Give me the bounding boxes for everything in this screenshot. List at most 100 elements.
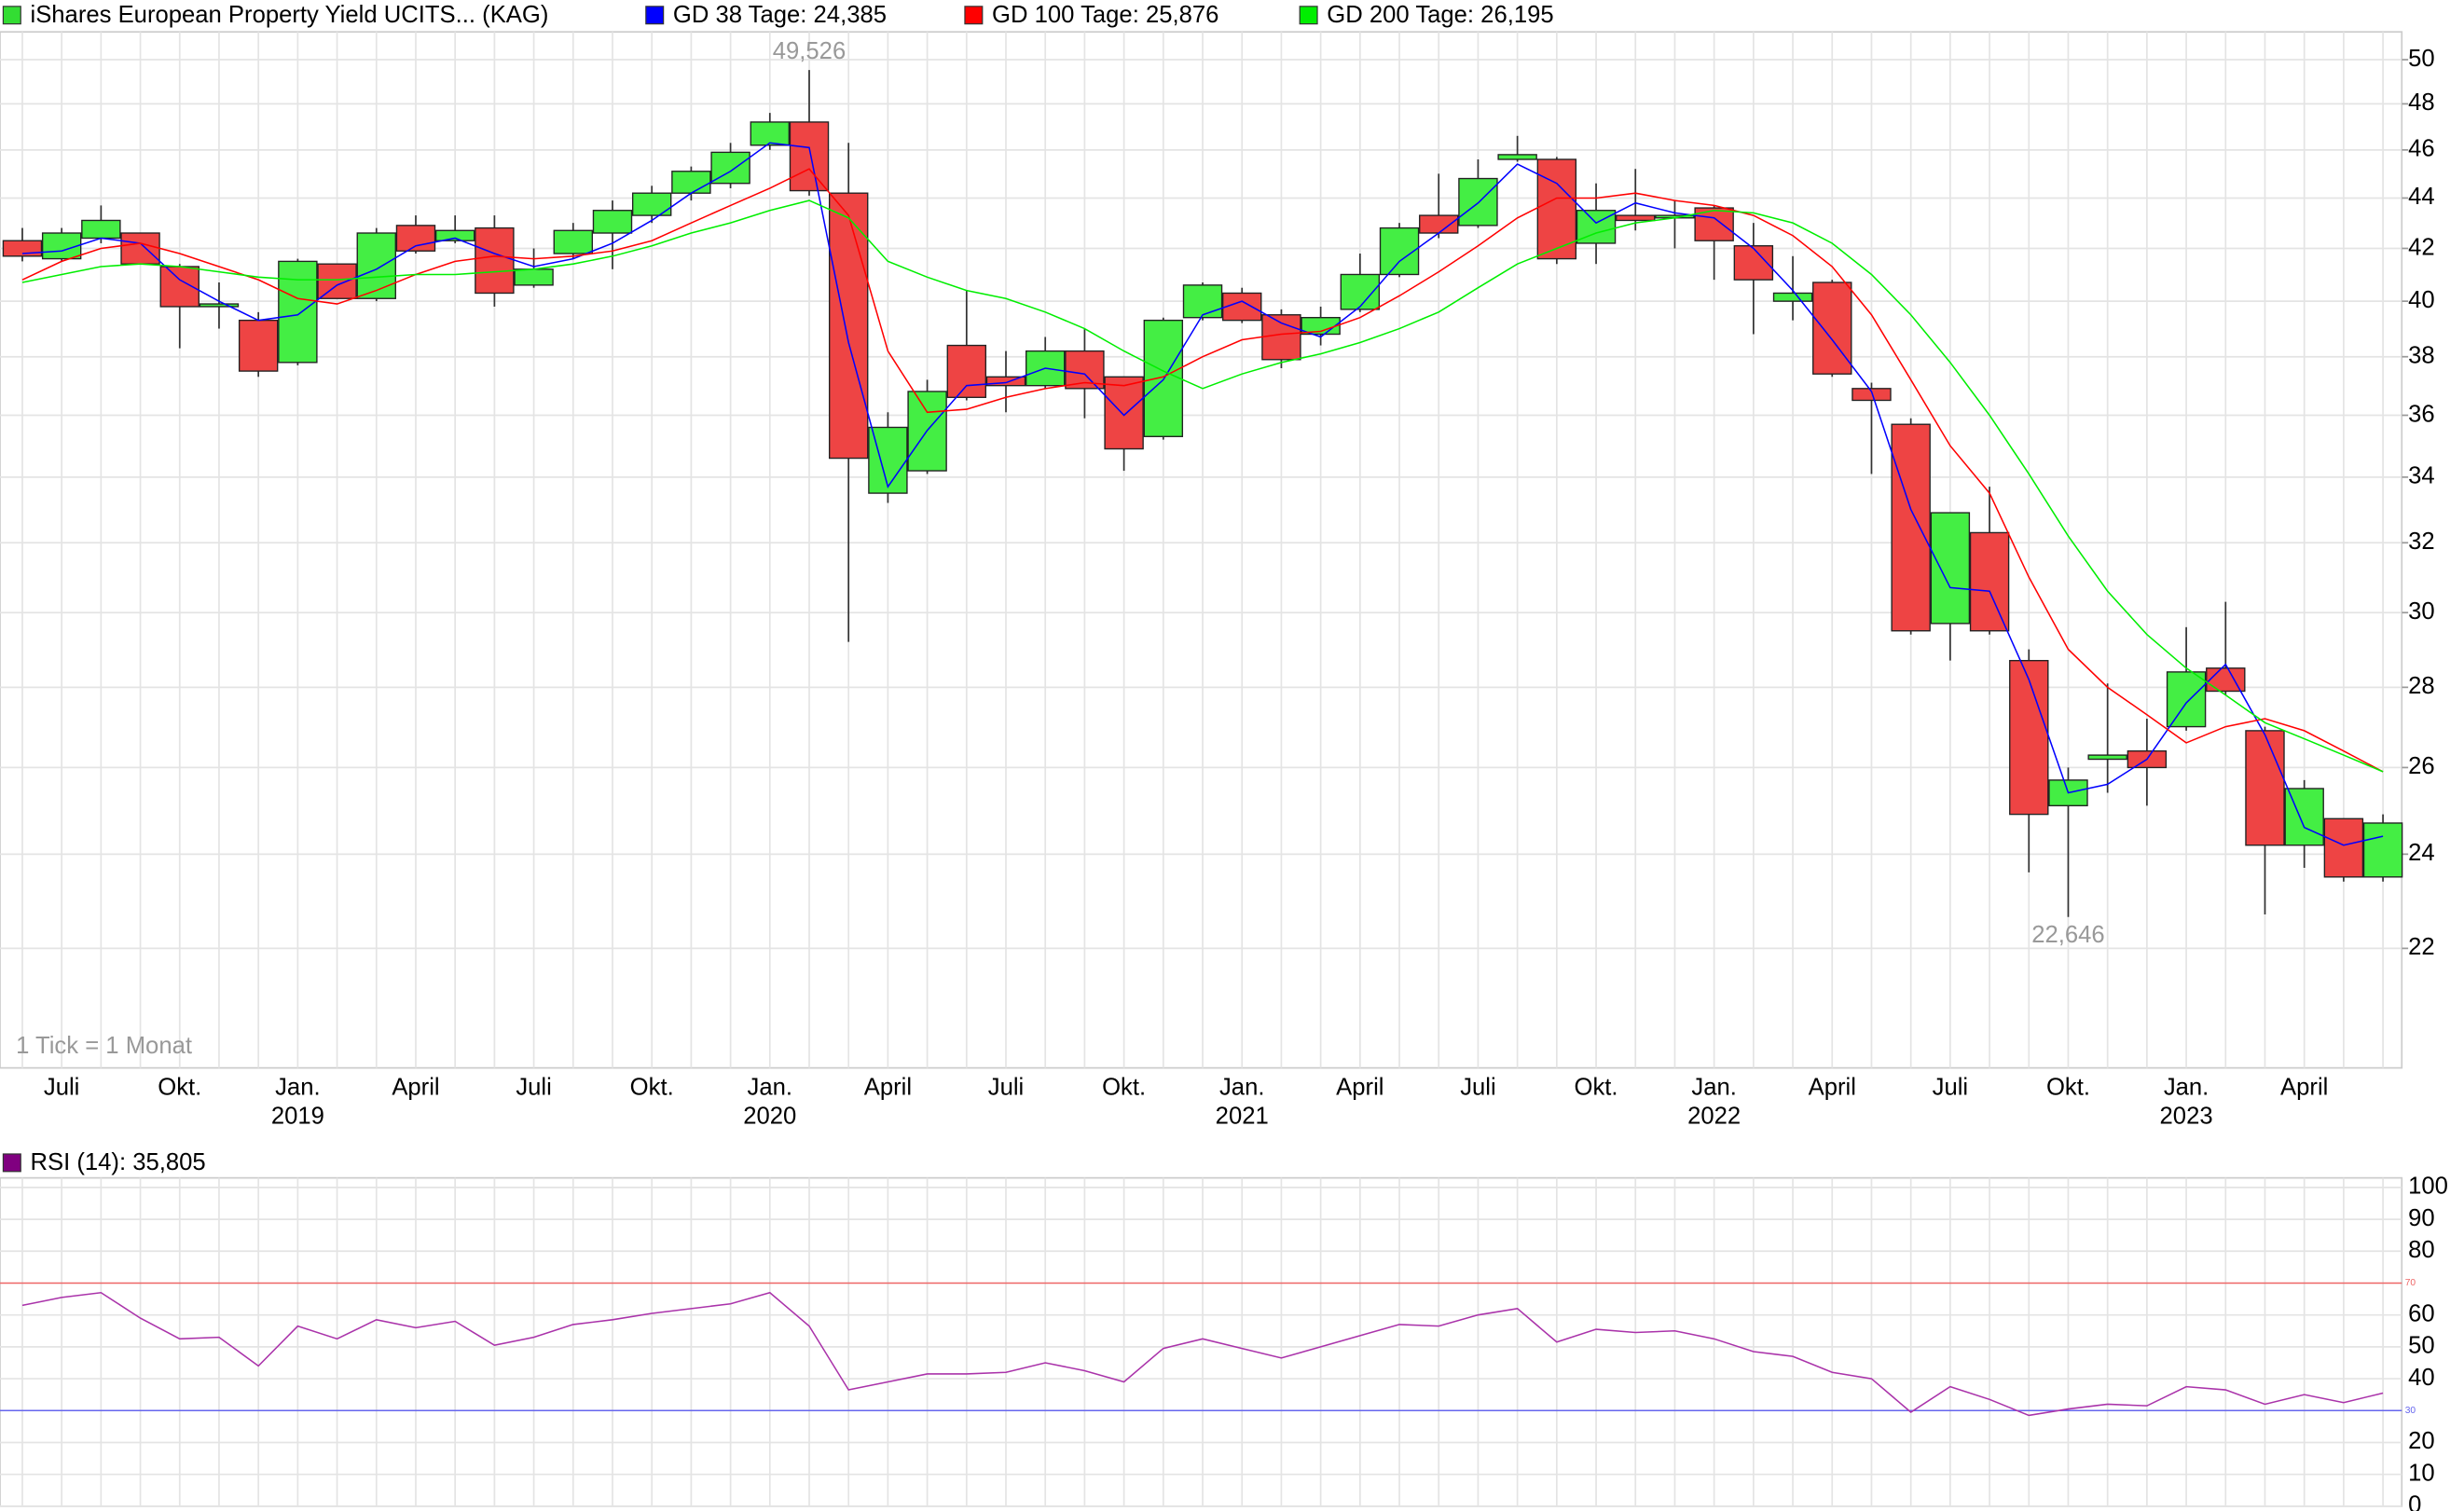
legend-swatch [2, 6, 21, 25]
y-tick-label: 20 [2408, 1428, 2435, 1454]
candle-body [1458, 177, 1498, 227]
candle-body [2245, 730, 2285, 846]
legend-label: RSI (14): 35,805 [31, 1149, 206, 1175]
note: 1 Tick = 1 Monat [16, 1033, 192, 1059]
x-tick-label: Juli [1933, 1075, 1968, 1101]
candle-body [1536, 158, 1577, 260]
candle-body [1616, 214, 1656, 222]
candle-body [1891, 423, 1931, 632]
x-tick-label: Okt. [158, 1075, 201, 1101]
legend-swatch [964, 6, 984, 25]
candle-body [1261, 314, 1301, 361]
candle-body [828, 192, 869, 460]
y-tick-label: 46 [2408, 136, 2435, 162]
y-tick-label: 44 [2408, 184, 2435, 210]
ma-line [21, 199, 2384, 773]
x-year-label: 2023 [2160, 1103, 2213, 1129]
x-year-label: 2022 [1687, 1103, 1741, 1129]
y-tick-label: 50 [2408, 1333, 2435, 1359]
candle-body [1222, 292, 1262, 322]
y-tick-label: 30 [2408, 598, 2435, 625]
y-tick-label: 42 [2408, 234, 2435, 260]
y-tick-label: 38 [2408, 342, 2435, 368]
candle-body [1379, 227, 1420, 276]
candle-body [553, 229, 593, 254]
candle-body [1497, 154, 1537, 160]
y-tick-label: 10 [2408, 1460, 2435, 1486]
legend-label: GD 38 Tage: 24,385 [673, 2, 887, 28]
x-tick-label: April [2280, 1075, 2328, 1101]
x-tick-label: Okt. [1575, 1075, 1618, 1101]
candle-body [120, 232, 160, 265]
candle-body [41, 232, 82, 260]
candle-body [2362, 822, 2403, 878]
x-tick-label: April [392, 1075, 439, 1101]
candle-body [1851, 388, 1892, 402]
x-year-label: 2019 [271, 1103, 324, 1129]
candle-body [475, 227, 515, 295]
legend-swatch [1299, 6, 1318, 25]
candle-body [907, 391, 947, 472]
candle-body [1930, 512, 1971, 625]
x-tick-label: Jan. [275, 1075, 320, 1101]
x-tick-label: Okt. [2046, 1075, 2090, 1101]
plot-area [0, 1176, 2403, 1507]
legend-label: GD 200 Tage: 26,195 [1327, 2, 1553, 28]
candle-body [356, 232, 396, 299]
candle-body [946, 344, 987, 398]
annotation: 49,526 [773, 38, 846, 64]
x-tick-label: Jan. [1691, 1075, 1736, 1101]
candle-body [1772, 292, 1813, 302]
candle-body [671, 171, 711, 194]
candle-body [238, 319, 279, 372]
legend-label: GD 100 Tage: 25,876 [992, 2, 1218, 28]
legend-label: iShares European Property Yield UCITS...… [31, 2, 549, 28]
candle-body [1104, 376, 1144, 450]
reference-label: 30 [2405, 1406, 2416, 1416]
legend-swatch [645, 6, 665, 25]
y-tick-label: 32 [2408, 529, 2435, 555]
y-tick-label: 100 [2408, 1174, 2448, 1200]
reference-label: 70 [2405, 1278, 2416, 1288]
candle-body [317, 263, 357, 299]
x-tick-label: Jan. [1219, 1075, 1264, 1101]
candle-body [2, 240, 43, 257]
x-year-label: 2021 [1216, 1103, 1269, 1129]
candle-body [1812, 282, 1852, 375]
x-tick-label: April [864, 1075, 912, 1101]
candle-body [789, 121, 830, 192]
candle-body [2166, 671, 2207, 728]
candle-body [199, 303, 240, 308]
candle-body [592, 210, 633, 234]
y-tick-label: 28 [2408, 673, 2435, 699]
y-tick-label: 90 [2408, 1205, 2435, 1231]
x-tick-label: April [1336, 1075, 1383, 1101]
candle-body [278, 260, 318, 364]
y-tick-label: 26 [2408, 753, 2435, 779]
x-tick-label: Juli [516, 1075, 551, 1101]
plot-area [0, 31, 2403, 1069]
rsi-line [21, 1291, 2384, 1417]
candle-body [2323, 817, 2364, 878]
y-tick-label: 40 [2408, 287, 2435, 313]
x-tick-label: Juli [44, 1075, 79, 1101]
y-tick-label: 80 [2408, 1237, 2435, 1263]
candle-body [1969, 531, 2010, 632]
candle-body [2087, 754, 2127, 761]
candle-body [1182, 284, 1223, 319]
x-tick-label: Jan. [748, 1075, 792, 1101]
y-tick-label: 36 [2408, 401, 2435, 427]
y-tick-label: 50 [2408, 46, 2435, 72]
y-tick-label: 24 [2408, 840, 2435, 866]
candle-body [631, 192, 672, 216]
legend-swatch [2, 1153, 21, 1173]
y-tick-label: 40 [2408, 1365, 2435, 1391]
y-tick-label: 34 [2408, 463, 2435, 489]
x-tick-label: Okt. [630, 1075, 674, 1101]
ma-line [21, 142, 2384, 846]
y-tick-label: 0 [2408, 1492, 2421, 1511]
candle-body [2009, 659, 2049, 816]
candle-body [81, 219, 121, 240]
